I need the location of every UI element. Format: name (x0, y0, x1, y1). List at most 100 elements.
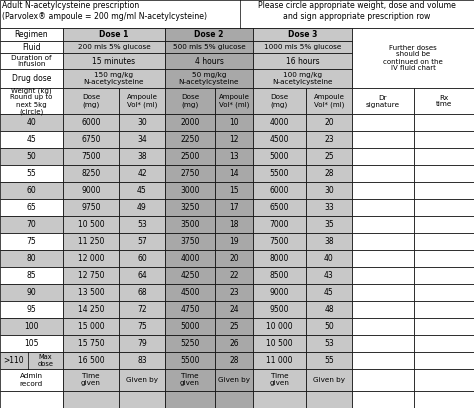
Text: 3000: 3000 (180, 186, 200, 195)
Bar (414, 391, 474, 408)
Bar (119, 88, 165, 114)
Bar (414, 267, 474, 284)
Bar (215, 369, 253, 391)
Bar (165, 165, 215, 182)
Text: 7500: 7500 (81, 152, 101, 161)
Bar (0, 352, 63, 369)
Bar (253, 284, 306, 301)
Bar (0, 267, 63, 284)
Text: Dose 2: Dose 2 (194, 30, 224, 39)
Bar (0, 284, 63, 301)
Bar (352, 301, 414, 318)
Bar (352, 88, 414, 114)
Bar (63, 148, 119, 165)
Bar (119, 131, 165, 148)
Bar (306, 267, 352, 284)
Bar (306, 148, 352, 165)
Text: 60: 60 (137, 254, 147, 263)
Bar (352, 182, 414, 199)
Text: Dose
(mg): Dose (mg) (270, 94, 289, 108)
Text: Please circle appropriate weight, dose and volume
and sign appropriate prescript: Please circle appropriate weight, dose a… (258, 1, 456, 21)
Text: 14 250: 14 250 (78, 305, 104, 314)
Text: Given by: Given by (126, 377, 158, 383)
Bar (63, 250, 119, 267)
Text: 5000: 5000 (180, 322, 200, 331)
Bar (253, 53, 352, 69)
Bar (253, 69, 352, 88)
Bar (306, 369, 352, 391)
Bar (165, 267, 215, 284)
Bar (306, 250, 352, 267)
Text: 500 mls 5% glucose: 500 mls 5% glucose (173, 44, 246, 50)
Text: 30: 30 (324, 186, 334, 195)
Text: 4 hours: 4 hours (194, 56, 223, 66)
Bar (253, 41, 352, 53)
Bar (63, 301, 119, 318)
Text: 5500: 5500 (270, 169, 289, 178)
Bar (306, 216, 352, 233)
Bar (0, 69, 63, 88)
Bar (253, 391, 306, 408)
Text: 15 minutes: 15 minutes (92, 56, 136, 66)
Text: 2000: 2000 (180, 118, 200, 127)
Bar (63, 28, 165, 41)
Bar (165, 28, 253, 41)
Text: 5000: 5000 (270, 152, 289, 161)
Bar (414, 199, 474, 216)
Bar (414, 335, 474, 352)
Text: 10 000: 10 000 (266, 322, 293, 331)
Text: Further doses
should be
continued on the
IV fluid chart: Further doses should be continued on the… (383, 44, 443, 71)
Bar (414, 369, 474, 391)
Bar (0, 131, 63, 148)
Bar (165, 41, 253, 53)
Bar (306, 233, 352, 250)
Text: 25: 25 (229, 322, 239, 331)
Text: 72: 72 (137, 305, 147, 314)
Bar (119, 199, 165, 216)
Text: 83: 83 (137, 356, 147, 365)
Text: 5250: 5250 (180, 339, 200, 348)
Text: Duration of
Infusion: Duration of Infusion (11, 55, 52, 67)
Bar (215, 301, 253, 318)
Bar (306, 131, 352, 148)
Text: 5500: 5500 (180, 356, 200, 365)
Text: 7000: 7000 (270, 220, 289, 229)
Bar (253, 28, 352, 41)
Text: 2750: 2750 (180, 169, 200, 178)
Bar (215, 182, 253, 199)
Text: 10: 10 (229, 118, 239, 127)
Text: Time
given: Time given (180, 373, 200, 386)
Bar (352, 114, 414, 131)
Text: 43: 43 (324, 271, 334, 280)
Text: 75: 75 (27, 237, 36, 246)
Bar (63, 88, 119, 114)
Text: 6000: 6000 (81, 118, 101, 127)
Bar (119, 216, 165, 233)
Bar (63, 199, 119, 216)
Bar (165, 391, 215, 408)
Text: 50 mg/kg
N-acetylcysteine: 50 mg/kg N-acetylcysteine (179, 72, 239, 85)
Text: 12 750: 12 750 (78, 271, 104, 280)
Bar (253, 233, 306, 250)
Text: 45: 45 (324, 288, 334, 297)
Text: 45: 45 (27, 135, 36, 144)
Bar (215, 165, 253, 182)
Bar (63, 352, 119, 369)
Text: 40: 40 (27, 118, 36, 127)
Bar (119, 391, 165, 408)
Text: 23: 23 (229, 288, 239, 297)
Text: 9000: 9000 (81, 186, 101, 195)
Text: Admin
record: Admin record (20, 373, 43, 386)
Bar (0, 148, 63, 165)
Bar (215, 250, 253, 267)
Text: 13 500: 13 500 (78, 288, 104, 297)
Bar (0, 28, 63, 41)
Bar (352, 131, 414, 148)
Text: Dose 1: Dose 1 (100, 30, 128, 39)
Text: 26: 26 (229, 339, 239, 348)
Text: Dr
signature: Dr signature (366, 95, 400, 107)
Bar (63, 335, 119, 352)
Text: 3500: 3500 (180, 220, 200, 229)
Text: 22: 22 (229, 271, 239, 280)
Text: 20: 20 (324, 118, 334, 127)
